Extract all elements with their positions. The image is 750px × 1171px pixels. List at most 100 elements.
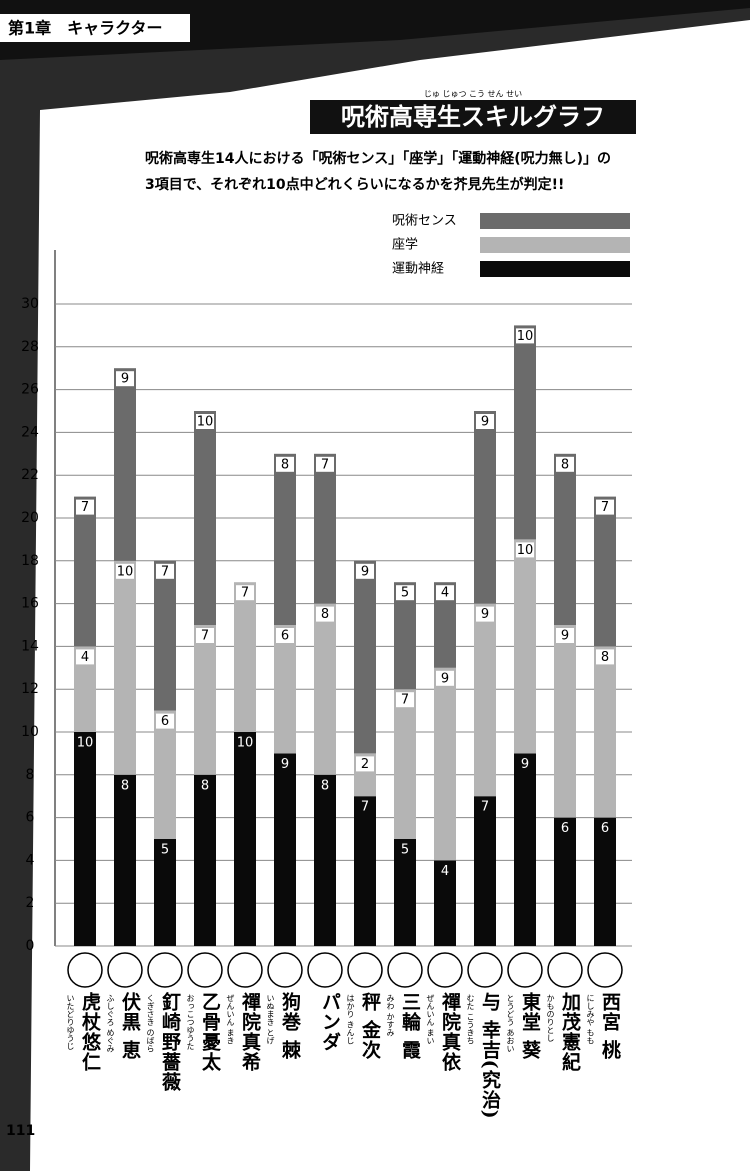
bar-segment <box>434 667 456 861</box>
portrait <box>347 952 383 988</box>
bar-segment <box>154 839 176 946</box>
y-tick-label: 28 <box>21 339 39 355</box>
portrait <box>107 952 143 988</box>
bar-segment <box>354 796 376 946</box>
label-box <box>596 499 614 515</box>
data-label: 4 <box>81 650 89 665</box>
label-box <box>76 499 94 515</box>
label-box <box>476 606 494 622</box>
title-reading: じゅ じゅつ こう せん せい <box>424 90 522 99</box>
bar-segment <box>114 560 136 775</box>
data-label: 10 <box>117 564 134 579</box>
label-box <box>76 649 94 665</box>
bar-segment <box>394 582 416 690</box>
portrait <box>267 952 303 988</box>
y-tick-label: 22 <box>21 467 39 483</box>
label-box <box>396 585 414 601</box>
data-label: 5 <box>401 586 409 601</box>
bar-segment <box>74 646 96 732</box>
portrait <box>227 952 263 988</box>
y-tick-label: 26 <box>21 382 39 398</box>
character-reading: にしみや もも <box>586 994 595 1045</box>
data-label: 6 <box>601 821 609 836</box>
character-reading: ふしぐろ めぐみ <box>106 994 115 1053</box>
data-label: 9 <box>121 372 129 387</box>
portrait <box>587 952 623 988</box>
character-name: 狗巻 棘 <box>279 992 301 1060</box>
bar-segment <box>434 582 456 668</box>
y-tick-label: 4 <box>26 852 35 868</box>
y-tick-label: 14 <box>21 638 39 654</box>
bar-segment <box>514 325 536 540</box>
portrait <box>307 952 343 988</box>
y-tick-label: 18 <box>21 553 39 569</box>
label-box <box>596 649 614 665</box>
data-label: 9 <box>561 629 569 644</box>
character-name: 禪院真依 <box>439 992 461 1072</box>
label-box <box>516 328 534 344</box>
data-label: 7 <box>361 800 369 815</box>
bar-segment <box>154 710 176 839</box>
page-number: 111 <box>6 1123 35 1139</box>
character-reading: はかり きんじ <box>346 994 355 1045</box>
data-label: 8 <box>201 778 209 793</box>
bar-segment <box>114 774 136 946</box>
bar-segment <box>474 796 496 946</box>
bar-segment <box>314 453 336 604</box>
bar-segment <box>474 411 496 604</box>
bar-segment <box>554 817 576 946</box>
character-reading: とうどう あおい <box>506 994 515 1053</box>
bar-segment <box>274 625 296 754</box>
data-label: 5 <box>161 843 169 858</box>
chapter-box <box>0 14 190 42</box>
label-box <box>556 628 574 643</box>
description: 3項目で、それぞれ10点中どれくらいになるかを芥見先生が判定!! <box>145 177 565 193</box>
data-label: 8 <box>601 650 609 665</box>
data-label: 7 <box>161 564 169 579</box>
bar-segment <box>394 839 416 946</box>
character-name: 秤 金次 <box>359 992 381 1060</box>
portrait <box>507 952 543 988</box>
bar-segment <box>234 732 256 946</box>
label-box <box>476 414 494 429</box>
character-name: 与 幸吉(究治) <box>479 992 501 1120</box>
data-label: 7 <box>481 800 489 815</box>
character-reading: いたどりゆうじ <box>66 994 75 1050</box>
data-label: 7 <box>81 500 89 515</box>
character-name: 西宮 桃 <box>599 992 621 1060</box>
label-box <box>396 692 414 708</box>
portrait <box>387 952 423 988</box>
character-reading: おっこつゆうた <box>186 994 195 1050</box>
label-box <box>316 456 334 472</box>
data-label: 2 <box>361 757 369 772</box>
data-label: 6 <box>561 821 569 836</box>
character-reading: むた こうきち <box>466 994 475 1045</box>
label-box <box>196 414 214 429</box>
character-reading: ぜんいん まい <box>426 994 435 1045</box>
legend-swatch <box>480 261 630 277</box>
portrait <box>427 952 463 988</box>
bar-segment <box>274 753 296 946</box>
portrait <box>187 952 223 988</box>
character-reading: ぜんいん まき <box>226 994 235 1045</box>
y-tick-label: 24 <box>21 424 39 440</box>
character-name: 三輪 霞 <box>399 992 421 1060</box>
label-box <box>116 563 134 579</box>
data-label: 5 <box>401 843 409 858</box>
data-label: 7 <box>321 457 329 472</box>
character-reading: いぬまき とげ <box>266 994 275 1045</box>
y-tick-label: 16 <box>21 596 39 612</box>
bar-segment <box>554 453 576 625</box>
character-reading: くぎさき のばら <box>146 994 155 1053</box>
data-label: 8 <box>561 457 569 472</box>
label-box <box>276 628 294 643</box>
data-label: 4 <box>441 586 449 601</box>
portrait <box>67 952 103 988</box>
label-box <box>356 756 374 772</box>
legend-swatch <box>480 213 630 229</box>
legend-label: 呪術センス <box>392 214 457 229</box>
data-label: 7 <box>241 586 249 601</box>
chapter-label: 第1章 キャラクター <box>8 19 163 38</box>
label-box <box>436 670 454 686</box>
data-label: 9 <box>481 415 489 430</box>
